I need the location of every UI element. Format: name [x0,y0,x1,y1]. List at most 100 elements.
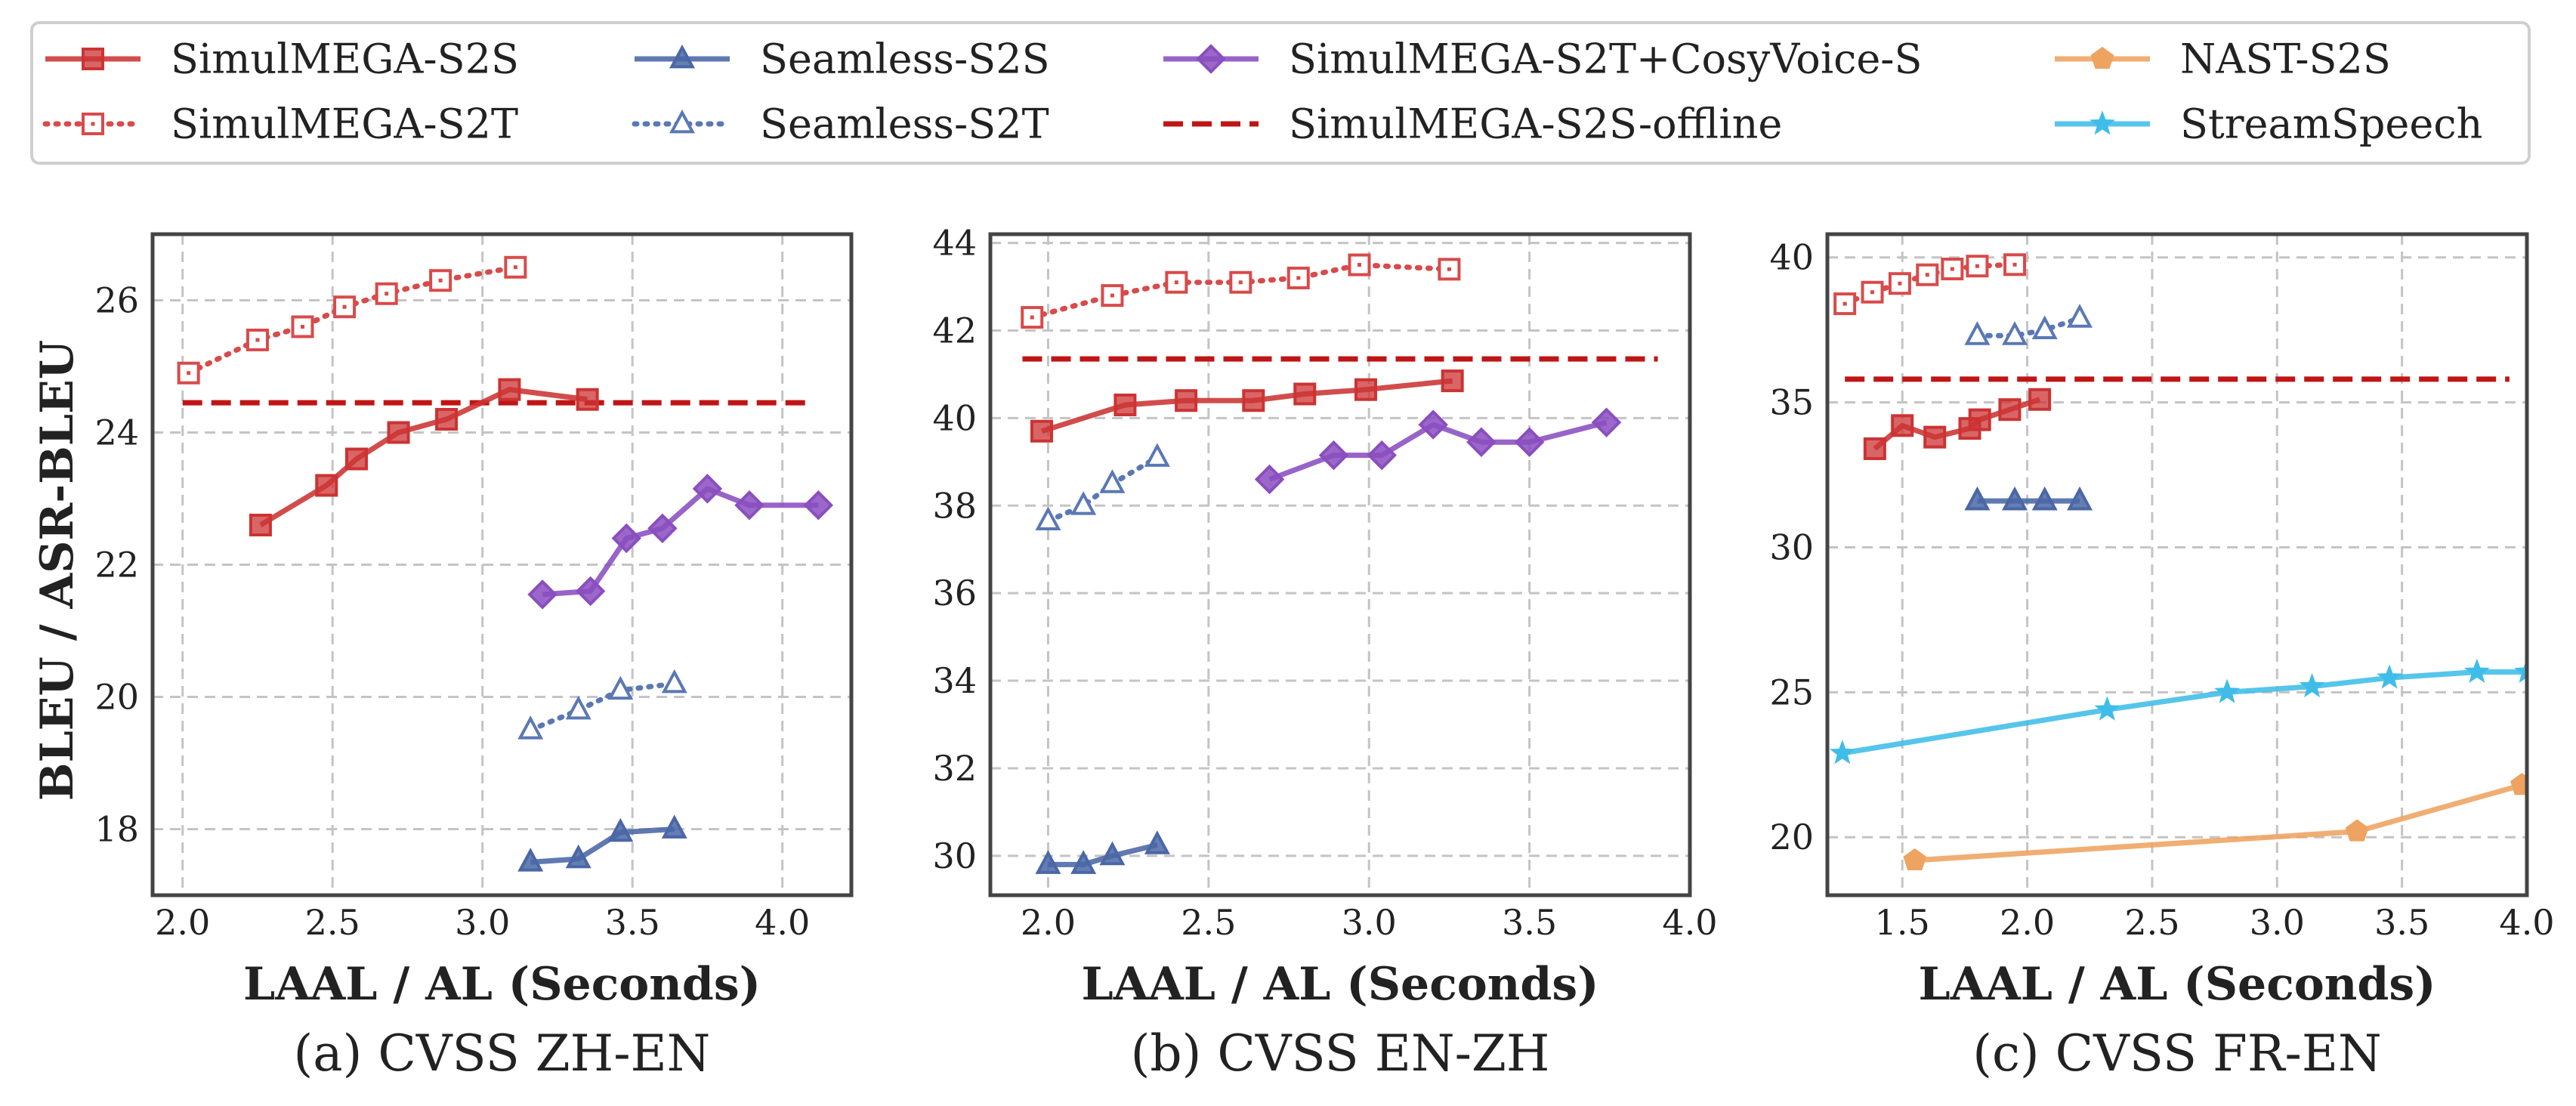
panel-c-seamless-s2t-point-2 [2031,315,2058,340]
panel-b-simulmega-s2s-point-2 [1175,389,1198,412]
panel-b-seamless-s2t-point-1 [1070,491,1097,515]
panel-c-ytick-20: 20 [1769,817,1814,857]
panel-b-simulmega-s2s-point-6 [1441,369,1464,393]
panel-b-seamless-s2t-series [1035,443,1170,530]
panel-b-simulmega-s2t-cosyvoice-s-point-3 [1418,409,1448,440]
panel-c-simulmega-s2s-point-0 [1863,437,1886,460]
panel-c-ytick-35: 35 [1769,382,1814,423]
panel-a-ytick-24: 24 [94,412,139,453]
panel-a-simulmega-s2t-point-6-center [513,265,517,270]
panel-c-seamless-s2s-series [1964,486,2093,511]
panel-b-simulmega-s2t-point-0-center [1030,315,1034,320]
panel-a-caption: (a) CVSS ZH-EN [294,1024,711,1083]
panel-b-ytick-40: 40 [932,397,977,438]
panel-c-ytick-40: 40 [1769,237,1814,278]
panel-b-simulmega-s2t-cosyvoice-s-point-5 [1514,427,1545,457]
panel-a-seamless-s2t-point-3 [661,669,687,694]
panel-c-streamspeech-point-2 [2214,678,2241,703]
panel-b-xtick-4-0: 4.0 [1662,902,1717,943]
panel-c-xtick-3-5: 3.5 [2374,902,2429,943]
panel-b-simulmega-s2s-point-0 [1030,419,1053,443]
panel-c-seamless-s2t-point-1 [2002,321,2028,345]
panel-c-seamless-s2s-point-2 [2031,486,2058,511]
panel-a-simulmega-s2s-point-6 [576,388,599,411]
panel-b-xtick-3-0: 3.0 [1342,902,1397,943]
panel-a-simulmega-s2t-cosyvoice-s-point-1 [575,576,606,607]
panel-b-ytick-32: 32 [932,748,977,789]
panel-a-simulmega-s2t-line [186,264,518,376]
panel-a-seamless-s2s-point-2 [607,817,634,842]
panel-c-caption: (c) CVSS FR-EN [1972,1024,2382,1083]
panel-a-simulmega-s2s-series [249,378,599,536]
panel-c-simulmega-s2s-series [1863,388,2052,460]
panel-c-simulmega-s2t-point-3-center [1925,273,1929,277]
panel-c-nast-s2s-point-1 [2345,819,2369,842]
panel-a-simulmega-s2s-point-5 [498,378,521,401]
legend-seamless-s2s-label: Seamless-S2S [760,36,1050,83]
legend: SimulMEGA-S2S SimulMEGA-S2T Seamless-S2S Se… [30,21,2531,165]
panel-c-ytick-30: 30 [1769,527,1814,567]
legend-seamless-s2s-marker [669,44,695,69]
panel-b-caption: (b) CVSS EN-ZH [1131,1024,1550,1083]
panel-c-streamspeech-point-4 [2377,664,2403,689]
panel-a-seamless-s2t-point-1 [565,695,591,720]
legend-seamless-s2t-marker [669,109,695,134]
panel-a-simulmega-s2s-point-0 [249,514,272,536]
panel-b-ytick-44: 44 [932,223,977,264]
panel-b-xtick-2-0: 2.0 [1021,902,1076,943]
panel-b-simulmega-s2t-point-5-center [1357,263,1361,267]
panel-b-frame [988,232,1692,897]
panel-b-simulmega-s2t-cosyvoice-s-point-1 [1318,440,1349,471]
panel-b-simulmega-s2s-series [1030,369,1464,443]
panel-b-simulmega-s2t-point-6-center [1447,267,1451,271]
panel-c-simulmega-s2t-point-1-center [1870,290,1875,295]
panel-b-seamless-s2s-point-2 [1099,841,1126,866]
panel-c-simulmega-s2t-point-5-center [1975,264,1979,268]
legend-simulmega-s2t-cosyvoice-s-label: SimulMEGA-S2T+CosyVoice-S [1289,36,1923,83]
panel-b-simulmega-s2s-point-5 [1354,378,1377,401]
panel-a-simulmega-s2s-point-2 [344,447,368,471]
panel-a-ytick-26: 26 [94,280,139,321]
panel-a-simulmega-s2t-point-4-center [385,292,389,296]
panel-c-xtick-3-0: 3.0 [2250,902,2305,943]
panel-c-simulmega-s2s-point-6 [2028,388,2052,411]
panel-b-simulmega-s2t-cosyvoice-s-point-0 [1254,464,1285,495]
panel-a-seamless-s2s-point-0 [517,848,544,872]
panel-c-xtick-2-5: 2.5 [2124,902,2179,943]
panel-b-simulmega-s2s-point-3 [1242,389,1265,412]
panel-a-simulmega-s2t-cosyvoice-s-series [527,474,834,610]
panel-c-nast-s2s-point-0 [1903,848,1927,870]
panel-b-ytick-42: 42 [932,310,977,351]
panel-c-nast-s2s-point-2 [2510,773,2527,796]
panel-a-simulmega-s2s-line [259,387,588,528]
panel-b-simulmega-s2t-point-2-center [1174,280,1178,285]
panel-c-streamspeech-series [1829,658,2527,765]
panel-b-x-axis-label: LAAL / AL (Seconds) [1082,958,1599,1011]
panel-a-simulmega-s2t-point-0-center [187,371,191,375]
panel-a-x-axis-label: LAAL / AL (Seconds) [243,958,761,1011]
panel-b-xtick-3-5: 3.5 [1502,902,1557,943]
legend-simulmega-s2s-offline-label: SimulMEGA-S2S-offline [1289,100,1782,148]
panel-a-ytick-22: 22 [94,545,139,585]
panel-c-ytick-25: 25 [1769,672,1814,712]
panel-a-seamless-s2t-point-0 [517,715,544,740]
panel-c-xtick-4-0: 4.0 [2499,902,2554,943]
panel-c-xtick-1-5: 1.5 [1875,902,1930,943]
panel-c-streamspeech-point-5 [2463,658,2490,683]
panel-b-simulmega-s2t-point-4-center [1296,276,1301,280]
panel-a-xtick-2-5: 2.5 [305,902,360,943]
panel-b-ytick-38: 38 [932,485,977,526]
panel-a-simulmega-s2s-point-3 [387,421,410,444]
panel-a-simulmega-s2t-point-5-center [438,278,443,283]
panel-a-seamless-s2t-series [517,669,687,740]
panel-a-seamless-s2s-point-1 [565,844,591,869]
legend-items: SimulMEGA-S2S SimulMEGA-S2T Seamless-S2S Se… [42,36,2482,148]
legend-streamspeech-label: StreamSpeech [2180,100,2482,148]
panel-a-ytick-20: 20 [94,677,139,718]
panel-c-frame [1825,232,2529,897]
panel-b-simulmega-s2t-point-3-center [1238,280,1243,285]
panel-b-seamless-s2t-line [1046,455,1160,524]
panel-a-simulmega-s2t-cosyvoice-s-point-4 [692,474,723,504]
panel-a-simulmega-s2t-cosyvoice-s-point-2 [611,523,641,554]
